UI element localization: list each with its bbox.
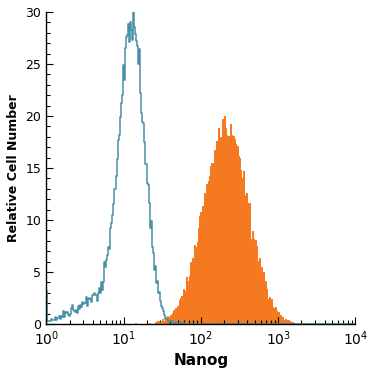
Y-axis label: Relative Cell Number: Relative Cell Number — [7, 94, 20, 242]
X-axis label: Nanog: Nanog — [173, 353, 228, 368]
